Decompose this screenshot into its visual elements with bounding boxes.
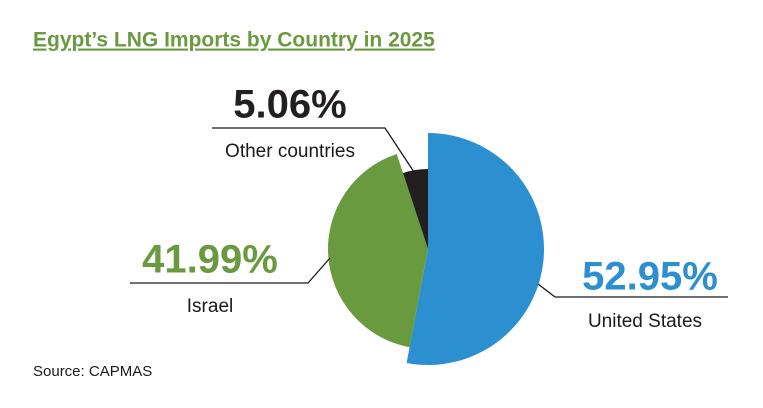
value-label: 52.95% [582,255,718,299]
category-label: Other countries [225,141,355,162]
category-label: United States [588,311,702,332]
pie-slice [402,169,428,249]
leader-line [130,257,331,284]
source: Source: CAPMAS [33,363,152,380]
pie-slice [327,154,428,348]
category-label: Israel [187,296,233,317]
chart-title: Egypt’s LNG Imports by Country in 2025 [33,29,435,52]
value-label: 5.06% [233,83,346,127]
pie-slice [406,133,545,365]
leader-line [537,283,728,298]
value-label: 41.99% [142,238,278,282]
leader-line [212,127,415,173]
